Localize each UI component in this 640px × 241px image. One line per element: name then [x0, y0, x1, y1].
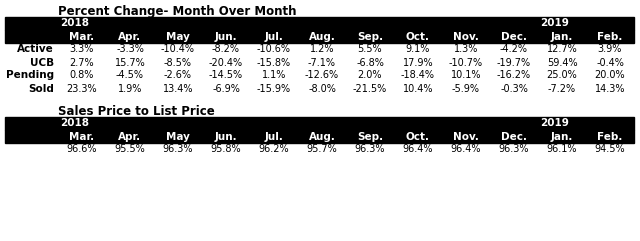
Text: Feb.: Feb.: [597, 132, 623, 141]
Text: -7.2%: -7.2%: [548, 83, 576, 94]
Text: Jan.: Jan.: [551, 132, 573, 141]
Text: -8.2%: -8.2%: [212, 45, 240, 54]
Text: 2019: 2019: [540, 19, 569, 28]
Text: Jul.: Jul.: [264, 32, 284, 41]
Bar: [5, 30, 634, 43]
Text: Jun.: Jun.: [214, 132, 237, 141]
Text: May: May: [166, 132, 190, 141]
Text: 96.1%: 96.1%: [547, 145, 577, 154]
Text: -15.9%: -15.9%: [257, 83, 291, 94]
Text: Aug.: Aug.: [308, 132, 335, 141]
Text: -3.3%: -3.3%: [116, 45, 144, 54]
Text: Feb.: Feb.: [597, 32, 623, 41]
Text: 94.5%: 94.5%: [595, 145, 625, 154]
Text: 10.4%: 10.4%: [403, 83, 433, 94]
Text: -4.5%: -4.5%: [116, 71, 144, 80]
Text: 96.3%: 96.3%: [355, 145, 385, 154]
Text: Nov.: Nov.: [453, 32, 479, 41]
Text: Sold: Sold: [28, 83, 54, 94]
Text: 0.8%: 0.8%: [70, 71, 94, 80]
Text: 1.3%: 1.3%: [454, 45, 478, 54]
Text: 96.4%: 96.4%: [403, 145, 433, 154]
Text: Nov.: Nov.: [453, 132, 479, 141]
Text: May: May: [166, 32, 190, 41]
Text: -0.3%: -0.3%: [500, 83, 528, 94]
Text: -7.1%: -7.1%: [308, 58, 336, 67]
Text: Jan.: Jan.: [551, 32, 573, 41]
Text: -0.4%: -0.4%: [596, 58, 624, 67]
Text: 13.4%: 13.4%: [163, 83, 193, 94]
Text: 59.4%: 59.4%: [547, 58, 577, 67]
Text: 3.3%: 3.3%: [70, 45, 94, 54]
Text: Pending: Pending: [6, 71, 54, 80]
Text: 17.9%: 17.9%: [403, 58, 433, 67]
Text: 96.3%: 96.3%: [499, 145, 529, 154]
Text: -21.5%: -21.5%: [353, 83, 387, 94]
Bar: [5, 17, 634, 30]
Text: 96.2%: 96.2%: [259, 145, 289, 154]
Text: 1.1%: 1.1%: [262, 71, 286, 80]
Text: -10.7%: -10.7%: [449, 58, 483, 67]
Text: 2.0%: 2.0%: [358, 71, 382, 80]
Text: 3.9%: 3.9%: [598, 45, 622, 54]
Text: -16.2%: -16.2%: [497, 71, 531, 80]
Text: 5.5%: 5.5%: [358, 45, 382, 54]
Text: -14.5%: -14.5%: [209, 71, 243, 80]
Text: 10.1%: 10.1%: [451, 71, 481, 80]
Text: -20.4%: -20.4%: [209, 58, 243, 67]
Text: -18.4%: -18.4%: [401, 71, 435, 80]
Text: 23.3%: 23.3%: [67, 83, 97, 94]
Text: 2018: 2018: [60, 19, 89, 28]
Text: Jun.: Jun.: [214, 32, 237, 41]
Text: Aug.: Aug.: [308, 32, 335, 41]
Text: -12.6%: -12.6%: [305, 71, 339, 80]
Text: 2019: 2019: [540, 119, 569, 128]
Text: Apr.: Apr.: [118, 132, 141, 141]
Text: -4.2%: -4.2%: [500, 45, 528, 54]
Text: Active: Active: [17, 45, 54, 54]
Text: 96.6%: 96.6%: [67, 145, 97, 154]
Text: 15.7%: 15.7%: [115, 58, 145, 67]
Text: 95.8%: 95.8%: [211, 145, 241, 154]
Text: Sales Price to List Price: Sales Price to List Price: [58, 105, 215, 118]
Bar: [5, 130, 634, 143]
Text: -19.7%: -19.7%: [497, 58, 531, 67]
Text: 12.7%: 12.7%: [547, 45, 577, 54]
Text: 1.9%: 1.9%: [118, 83, 142, 94]
Text: -10.6%: -10.6%: [257, 45, 291, 54]
Text: 2018: 2018: [60, 119, 89, 128]
Text: Oct.: Oct.: [406, 132, 430, 141]
Text: Mar.: Mar.: [69, 132, 95, 141]
Text: -8.0%: -8.0%: [308, 83, 336, 94]
Text: Dec.: Dec.: [501, 32, 527, 41]
Text: 25.0%: 25.0%: [547, 71, 577, 80]
Text: 20.0%: 20.0%: [595, 71, 625, 80]
Text: 1.2%: 1.2%: [310, 45, 334, 54]
Text: 95.7%: 95.7%: [307, 145, 337, 154]
Text: 95.5%: 95.5%: [115, 145, 145, 154]
Text: Jul.: Jul.: [264, 132, 284, 141]
Text: Dec.: Dec.: [501, 132, 527, 141]
Text: 2.7%: 2.7%: [70, 58, 94, 67]
Text: 9.1%: 9.1%: [406, 45, 430, 54]
Text: UCB: UCB: [30, 58, 54, 67]
Text: Apr.: Apr.: [118, 32, 141, 41]
Text: -5.9%: -5.9%: [452, 83, 480, 94]
Text: 96.4%: 96.4%: [451, 145, 481, 154]
Text: 96.3%: 96.3%: [163, 145, 193, 154]
Text: Sep.: Sep.: [357, 132, 383, 141]
Text: -6.9%: -6.9%: [212, 83, 240, 94]
Text: -6.8%: -6.8%: [356, 58, 384, 67]
Bar: [5, 117, 634, 130]
Text: -15.8%: -15.8%: [257, 58, 291, 67]
Text: -8.5%: -8.5%: [164, 58, 192, 67]
Text: Mar.: Mar.: [69, 32, 95, 41]
Text: Oct.: Oct.: [406, 32, 430, 41]
Text: 14.3%: 14.3%: [595, 83, 625, 94]
Text: Percent Change- Month Over Month: Percent Change- Month Over Month: [58, 5, 296, 18]
Text: Sep.: Sep.: [357, 32, 383, 41]
Text: -2.6%: -2.6%: [164, 71, 192, 80]
Text: -10.4%: -10.4%: [161, 45, 195, 54]
